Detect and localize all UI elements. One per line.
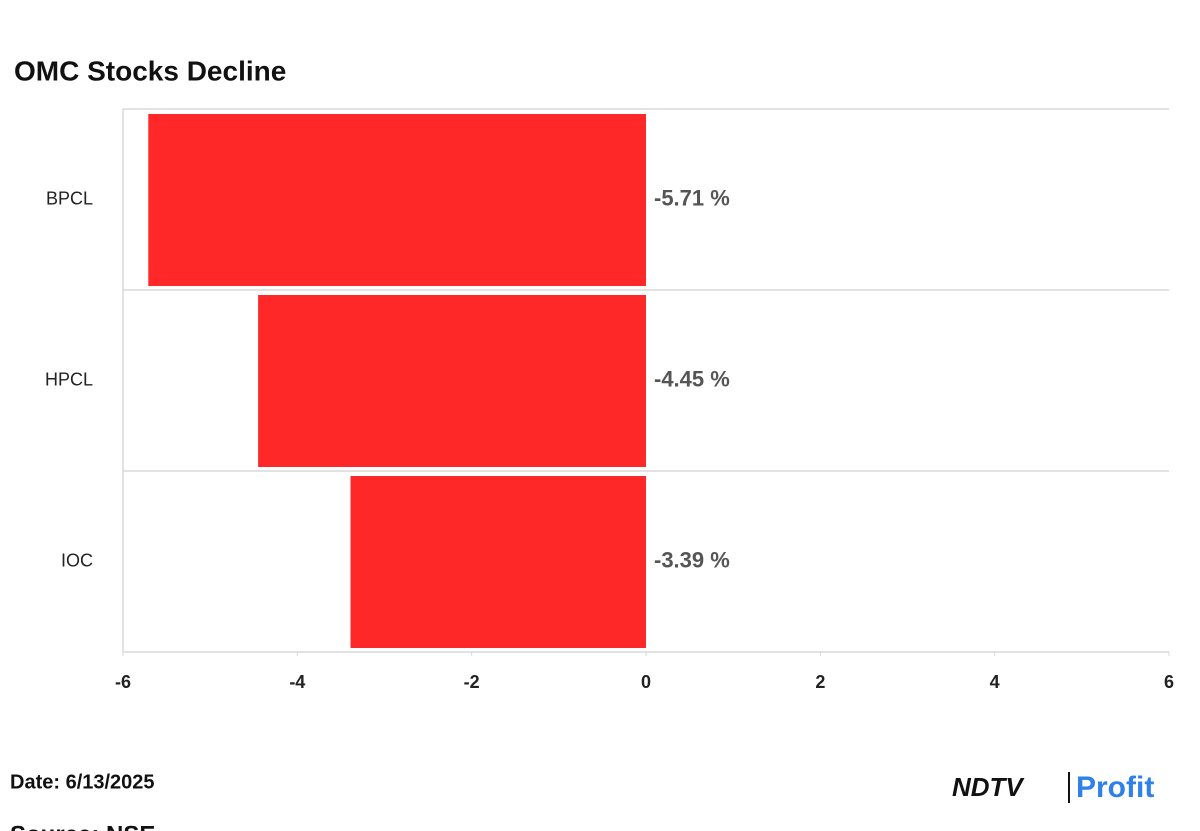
x-tick-label: 2 <box>815 672 825 692</box>
logo: NDTV Profit <box>952 771 1154 804</box>
logo-brand: NDTV <box>952 772 1025 802</box>
bar <box>258 295 646 467</box>
y-tick-label: BPCL <box>46 188 93 208</box>
x-tick-label: -6 <box>115 672 131 692</box>
x-tick-label: 4 <box>990 672 1000 692</box>
footer-date: Date: 6/13/2025 <box>10 771 155 793</box>
value-label: -5.71 % <box>654 185 730 210</box>
logo-product: Profit <box>1076 771 1154 804</box>
y-tick-label: HPCL <box>45 369 93 389</box>
x-tick-label: 0 <box>641 672 651 692</box>
x-tick-label: 6 <box>1164 672 1174 692</box>
x-tick-label: -2 <box>464 672 480 692</box>
x-tick-label: -4 <box>289 672 305 692</box>
value-label: -3.39 % <box>654 547 730 572</box>
chart-title: OMC Stocks Decline <box>14 55 286 86</box>
bar <box>148 114 647 286</box>
value-label: -4.45 % <box>654 366 730 391</box>
footer-source: Source: NSE <box>10 821 155 831</box>
bar <box>350 476 646 648</box>
y-tick-label: IOC <box>61 550 93 570</box>
